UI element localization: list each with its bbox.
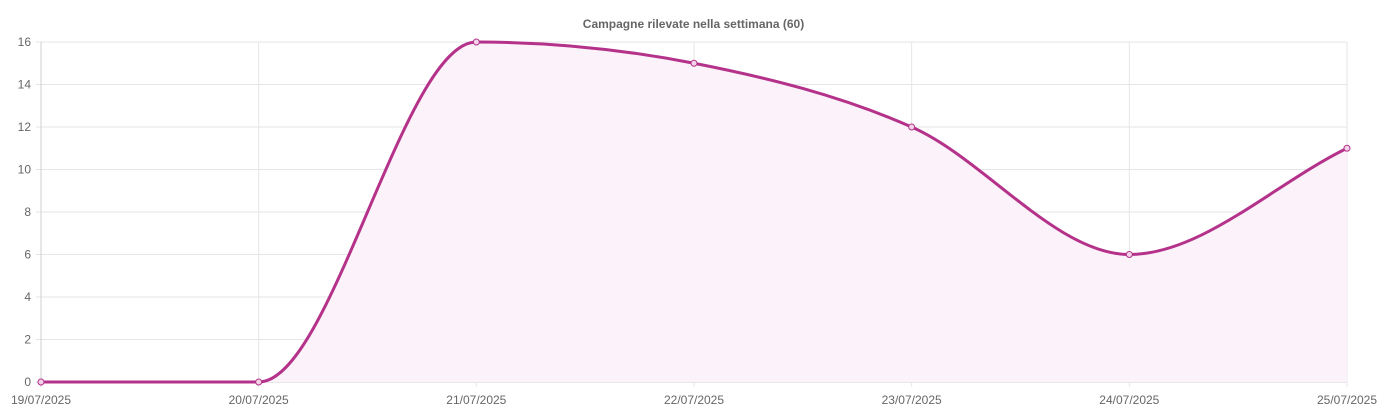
point-layer: [37, 38, 1351, 386]
data-point[interactable]: [37, 378, 45, 386]
y-tick-label: 16: [18, 35, 32, 49]
y-tick-label: 10: [18, 163, 32, 177]
y-tick-label: 12: [18, 120, 32, 134]
area-layer: [41, 42, 1347, 382]
x-tick-label: 25/07/2025: [1317, 393, 1377, 407]
x-tick-label: 23/07/2025: [882, 393, 942, 407]
x-tick-label: 19/07/2025: [11, 393, 71, 407]
data-point[interactable]: [1343, 144, 1351, 152]
y-tick-label: 6: [24, 248, 31, 262]
data-point[interactable]: [690, 59, 698, 67]
y-tick-label: 14: [18, 78, 32, 92]
x-tick-label: 22/07/2025: [664, 393, 724, 407]
data-point[interactable]: [472, 38, 480, 46]
label-layer: 0 2 4 6 8 10 12 14 16 19/07/2025 20/07/2025 21/07/2…: [11, 35, 1377, 407]
y-tick-label: 4: [24, 290, 31, 304]
data-point[interactable]: [255, 378, 263, 386]
y-tick-label: 2: [24, 333, 31, 347]
y-tick-label: 0: [24, 375, 31, 389]
x-tick-label: 24/07/2025: [1099, 393, 1159, 407]
chart-title: Campagne rilevate nella settimana (60): [582, 17, 805, 31]
x-tick-label: 20/07/2025: [229, 393, 289, 407]
x-tick-label: 21/07/2025: [446, 393, 506, 407]
data-point[interactable]: [1125, 251, 1133, 258]
y-tick-label: 8: [24, 205, 31, 219]
series-area: [41, 42, 1347, 382]
data-point[interactable]: [908, 123, 916, 131]
